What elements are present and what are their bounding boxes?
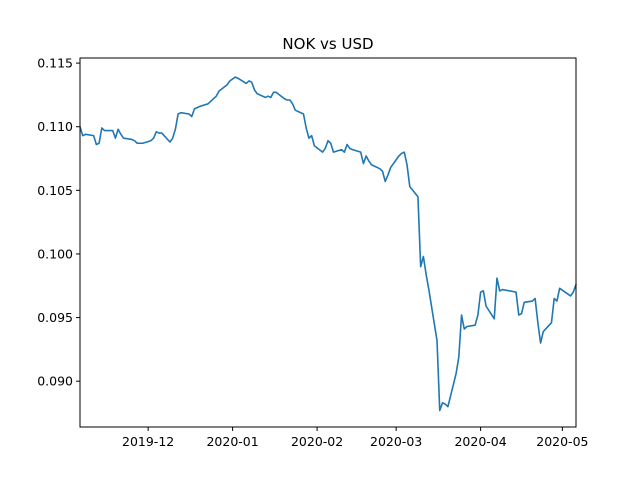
x-tick-label: 2020-01	[206, 434, 258, 449]
chart-title: NOK vs USD	[282, 35, 373, 53]
y-tick-label: 0.105	[37, 183, 73, 198]
plot-frame	[79, 57, 577, 428]
x-axis: 2019-12 2020-01 2020-02 2020-03 2020-04 2020-…	[122, 427, 588, 449]
y-tick-label: 0.115	[37, 56, 73, 71]
y-tick-label: 0.095	[37, 310, 73, 325]
plot-layer	[79, 76, 577, 412]
x-tick-label: 2020-02	[291, 434, 343, 449]
series-line	[79, 76, 577, 412]
x-tick-label: 2020-03	[370, 434, 422, 449]
y-axis: 0.115 0.110 0.105 0.100 0.095 0.090	[37, 56, 80, 389]
x-tick-label: 2020-04	[454, 434, 506, 449]
y-tick-label: 0.100	[37, 246, 73, 261]
y-tick-label: 0.110	[37, 119, 73, 134]
x-tick-label: 2020-05	[536, 434, 588, 449]
x-tick-label: 2019-12	[122, 434, 174, 449]
y-tick-label: 0.090	[37, 374, 73, 389]
